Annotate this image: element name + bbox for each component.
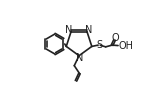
Text: O: O — [111, 33, 119, 43]
Text: S: S — [96, 40, 102, 50]
Text: OH: OH — [118, 41, 133, 51]
Text: N: N — [76, 53, 84, 63]
Text: N: N — [65, 24, 73, 34]
Text: N: N — [85, 24, 93, 34]
